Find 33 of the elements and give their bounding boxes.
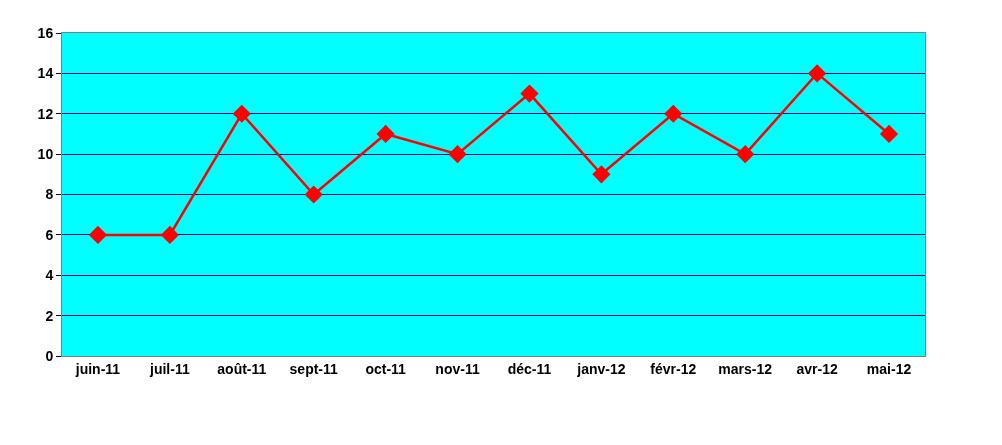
point	[232, 104, 251, 123]
point	[808, 64, 827, 83]
x-tick-label: oct-11	[365, 360, 407, 377]
y-tick-label: 10	[37, 146, 54, 163]
x-tick-label: févr-12	[650, 360, 697, 377]
y-tick-label: 6	[45, 226, 54, 243]
point	[88, 225, 108, 244]
point	[448, 145, 467, 164]
x-tick-label: sept-11	[289, 360, 339, 377]
point	[160, 225, 179, 244]
y-tick-label: 16	[37, 24, 54, 41]
y-tick-label: 12	[37, 105, 54, 122]
y-tick-label: 8	[45, 186, 54, 203]
x-tick-label: nov-11	[435, 360, 480, 377]
y-tick-label: 4	[45, 267, 54, 284]
y-tick-label: 2	[45, 307, 54, 324]
x-tick-label: août-11	[217, 360, 267, 377]
point	[520, 84, 539, 103]
point	[304, 185, 323, 204]
x-tick-label: déc-11	[507, 360, 552, 377]
x-tick-label: mai-12	[866, 360, 912, 377]
x-tick-label: janv-12	[576, 360, 626, 377]
x-tick-label: mars-12	[718, 360, 773, 377]
x-tick-label: juil-11	[149, 360, 190, 377]
point	[592, 165, 611, 184]
point	[664, 104, 683, 123]
point	[879, 124, 899, 144]
y-tick-label: 14	[37, 65, 54, 82]
x-tick-label: avr-12	[796, 360, 838, 377]
point	[376, 124, 395, 144]
x-tick-label: juin-11	[74, 360, 121, 377]
y-tick-label: 0	[45, 347, 54, 364]
point	[736, 145, 755, 164]
